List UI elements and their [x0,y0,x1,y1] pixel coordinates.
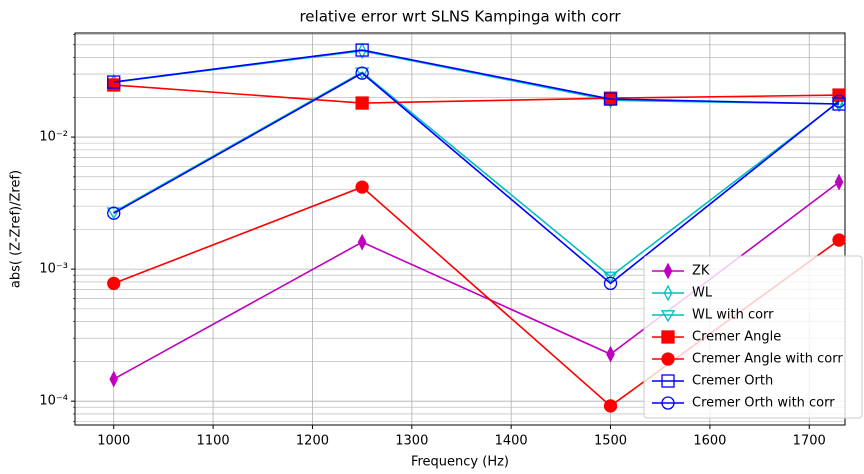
series-line [113,84,840,104]
y-axis-label: abs( (Z-Zref)/Zref) [9,170,24,288]
legend-label: Cremer Orth with corr [692,396,835,411]
legend-box [643,255,863,419]
data-point [355,66,369,80]
data-point [106,207,121,220]
data-point [603,399,618,413]
legend-marker [661,374,675,388]
legend-marker [663,262,673,280]
legend-marker [661,352,675,366]
x-tick-label: 1000 [97,434,130,449]
data-point [107,75,121,89]
chart-title: relative error wrt SLNS Kampinga with co… [299,8,621,26]
data-point [107,206,121,220]
series-line [113,49,840,105]
data-point [603,271,618,284]
data-point [606,345,615,363]
legend-label: Cremer Angle [692,330,781,345]
legend-label: Cremer Orth [692,374,773,389]
data-point [832,94,846,108]
data-point [354,67,370,80]
x-tick-label: 1400 [495,434,528,449]
x-tick-label: 1700 [793,434,826,449]
legend-label: WL with corr [692,308,774,323]
data-point [109,370,119,388]
x-tick-label: 1200 [296,434,329,449]
y-tick-label: 10⁻³ [39,262,68,277]
y-tick-label: 10⁻² [39,130,68,145]
legend: ZK WL WL with corr Cremer Angle Cremer Angle… [643,255,863,419]
legend-marker [661,396,675,410]
x-tick-label: 1100 [197,434,230,449]
plot-frame [74,32,846,426]
legend-label: Cremer Angle with corr [692,352,843,367]
series-line [113,72,840,285]
data-point [355,43,369,57]
data-point [355,180,369,194]
data-point [357,233,367,251]
legend-label: WL [692,286,713,301]
data-point [107,276,121,291]
data-point [603,276,618,291]
legend-marker [661,330,675,344]
y-tick-label: 10⁻⁴ [39,394,68,409]
legend-marker [663,284,673,302]
data-point [603,92,618,106]
legend-marker [660,310,676,323]
data-point [355,96,369,110]
data-point [357,42,367,60]
x-tick-label: 1300 [395,434,428,449]
series-line [113,71,840,278]
x-tick-label: 1500 [594,434,627,449]
data-point [832,233,846,247]
x-axis-label: Frequency (Hz) [411,455,509,470]
x-tick-label: 1600 [693,434,726,449]
data-point [834,173,844,191]
legend-label: ZK [692,264,710,279]
